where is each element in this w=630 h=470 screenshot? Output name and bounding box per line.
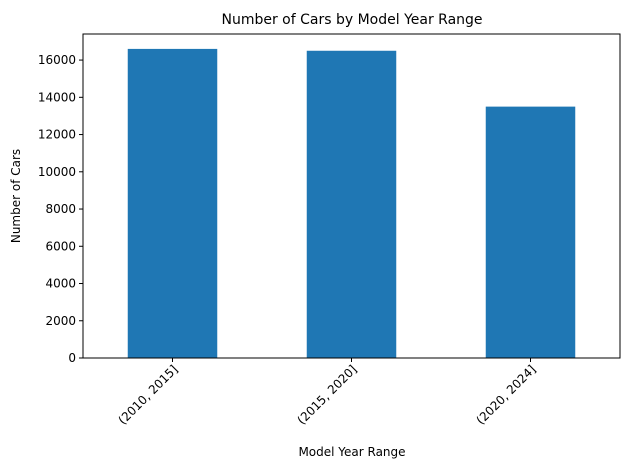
y-tick-label-7: 14000 <box>38 90 76 104</box>
bar-0 <box>127 48 218 359</box>
y-tick-label-6: 12000 <box>38 128 76 142</box>
y-axis: 0 2000 4000 6000 8000 10000 12000 14000 16000 <box>38 53 83 365</box>
bars <box>127 48 576 359</box>
x-axis-label: Model Year Range <box>298 445 405 459</box>
y-axis-label: Number of Cars <box>9 149 23 243</box>
bar-2 <box>485 106 576 359</box>
y-tick-label-3: 6000 <box>45 239 76 253</box>
y-tick-label-8: 16000 <box>38 53 76 67</box>
bar-1 <box>306 50 397 358</box>
y-tick-label-0: 0 <box>68 351 76 365</box>
y-tick-label-1: 2000 <box>45 314 76 328</box>
y-tick-label-4: 8000 <box>45 202 76 216</box>
y-tick-label-2: 4000 <box>45 277 76 291</box>
y-tick-label-5: 10000 <box>38 165 76 179</box>
plot-area <box>82 33 621 359</box>
chart-title: Number of Cars by Model Year Range <box>221 12 482 28</box>
